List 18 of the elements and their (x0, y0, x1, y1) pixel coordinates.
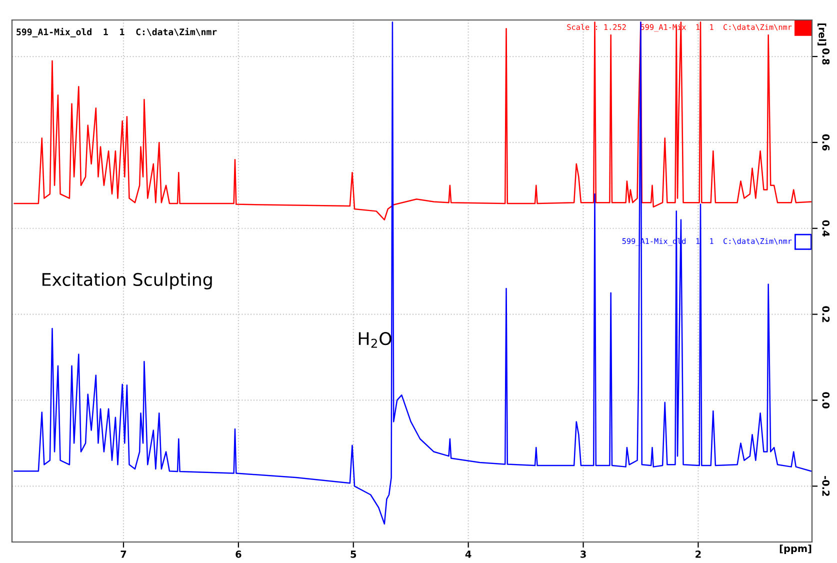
y-tick-label: 0.0 (822, 392, 830, 408)
y-tick-label: 0.8 (822, 48, 830, 65)
x-tick-label: 3 (580, 550, 586, 558)
x-tick-label: 6 (236, 550, 242, 558)
y-axis-title: [rel] (818, 23, 826, 46)
y-tick-label: 0.2 (822, 306, 830, 322)
x-tick-label: 5 (350, 550, 356, 558)
y-tick-label: 0.6 (822, 134, 830, 151)
line-series (14, 22, 812, 220)
text: 599_A1-Mix_old 1 1 C:\data\Zim\nmr (16, 28, 217, 38)
x-tick-label: 4 (465, 550, 472, 558)
y-tick-label: 0.4 (822, 220, 830, 237)
annotation: Excitation Sculpting (42, 272, 212, 290)
line-series (14, 22, 812, 525)
x-tick-label: 7 (120, 550, 126, 558)
x-axis-title: [ppm] (780, 544, 812, 554)
y-tick-label: -0.2 (822, 476, 830, 496)
x-tick-label: 2 (696, 550, 701, 558)
